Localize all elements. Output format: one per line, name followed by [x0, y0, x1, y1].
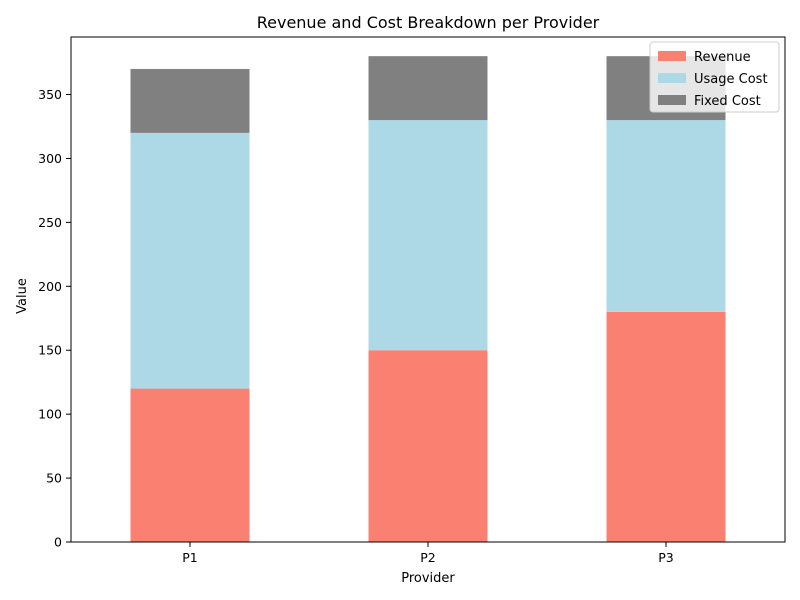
legend-label-fixed-cost: Fixed Cost [694, 94, 761, 109]
legend-swatch-usage-cost [658, 73, 686, 83]
y-tick-label: 300 [38, 151, 62, 166]
x-tick-label-p2: P2 [420, 550, 436, 565]
legend: Revenue Usage Cost Fixed Cost [649, 41, 780, 113]
x-tick-label-p3: P3 [658, 550, 674, 565]
legend-swatch-revenue [658, 51, 686, 61]
axes-layer: 0 50 100 150 200 250 300 350 P1 P2 P3 [38, 36, 786, 565]
legend-label-usage-cost: Usage Cost [694, 72, 768, 87]
bar-usage-cost-p1 [130, 132, 250, 389]
y-tick-label: 100 [38, 407, 62, 422]
y-tick-label: 250 [38, 215, 62, 230]
bar-usage-cost-p2 [368, 120, 488, 351]
legend-swatch-fixed-cost [658, 95, 686, 105]
bar-revenue-p3 [606, 311, 726, 542]
y-tick-label: 150 [38, 343, 62, 358]
y-tick-label: 0 [54, 535, 62, 550]
bars-layer [130, 56, 726, 542]
bar-usage-cost-p3 [606, 120, 726, 312]
bar-fixed-cost-p1 [130, 68, 250, 133]
y-tick-label: 200 [38, 279, 62, 294]
chart-title: Revenue and Cost Breakdown per Provider [257, 13, 600, 32]
bar-fixed-cost-p2 [368, 56, 488, 121]
y-tick-label: 50 [46, 471, 62, 486]
x-tick-label-p1: P1 [182, 550, 198, 565]
bar-revenue-p2 [368, 350, 488, 542]
bar-revenue-p1 [130, 388, 250, 542]
x-axis-title: Provider [401, 571, 455, 586]
y-axis-title: Value [15, 278, 30, 314]
y-tick-label: 350 [38, 87, 62, 102]
legend-label-revenue: Revenue [694, 50, 751, 65]
